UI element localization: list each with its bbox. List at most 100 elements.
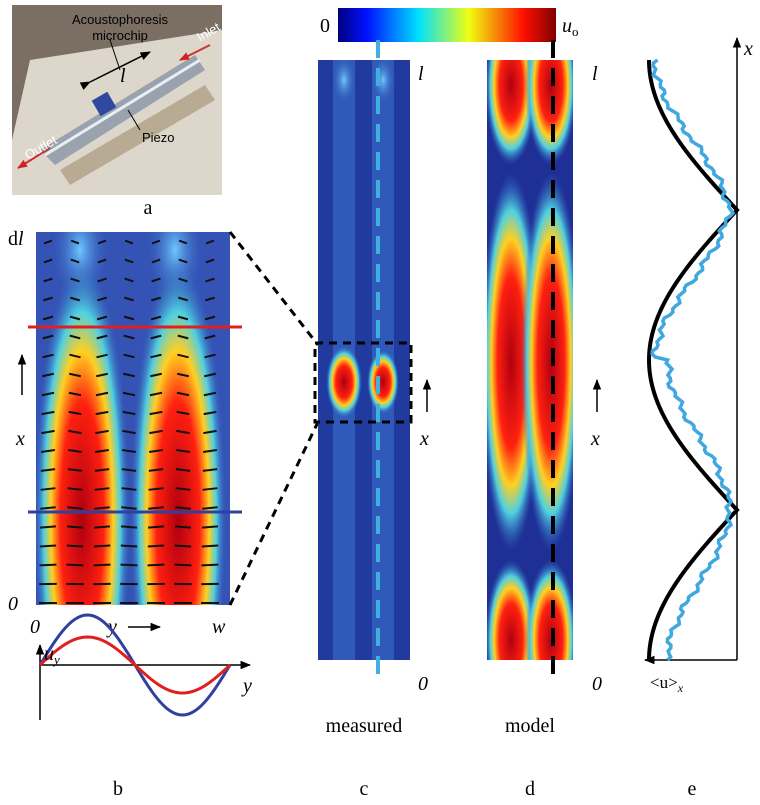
velocity-arrow — [177, 372, 189, 378]
velocity-arrow — [120, 544, 138, 548]
velocity-arrow — [67, 487, 83, 491]
velocity-arrow — [205, 239, 215, 245]
velocity-arrow — [123, 334, 135, 340]
velocity-arrow — [124, 258, 134, 264]
velocity-arrow — [177, 353, 189, 359]
velocity-arrow — [69, 315, 81, 321]
velocity-arrow — [42, 372, 54, 378]
velocity-arrow — [96, 315, 108, 321]
top-label: l — [418, 63, 424, 85]
velocity-arrow — [42, 315, 54, 321]
velocity-arrow — [149, 410, 163, 416]
subscript: o — [572, 24, 579, 39]
velocity-arrow — [40, 506, 56, 510]
velocity-arrow — [151, 277, 161, 283]
velocity-arrow — [178, 239, 188, 245]
velocity-arrow — [66, 544, 84, 548]
velocity-arrow — [66, 563, 84, 567]
velocity-arrow — [201, 544, 219, 548]
velocity-arrow — [174, 544, 192, 548]
velocity-arrow — [202, 468, 218, 472]
velocity-arrow — [68, 410, 82, 416]
velocity-arrow — [97, 296, 107, 302]
velocity-arrow — [123, 353, 135, 359]
subscript: x — [677, 681, 684, 695]
velocity-arrow — [95, 429, 109, 435]
velocity-arrow — [94, 468, 110, 472]
velocity-arrow — [42, 334, 54, 340]
velocity-arrow — [149, 391, 163, 397]
plot-y: uy — [44, 643, 60, 667]
velocity-arrow — [121, 468, 137, 472]
velocity-arrow — [176, 391, 190, 397]
velocity-arrow — [150, 372, 162, 378]
velocity-arrow — [205, 258, 215, 264]
l: l — [18, 228, 24, 250]
velocity-arrow — [151, 258, 161, 264]
velocity-arrow — [43, 239, 53, 245]
velocity-arrow — [204, 353, 216, 359]
panel-label: e — [688, 778, 697, 800]
panel-label: b — [113, 778, 123, 800]
subscript: y — [52, 652, 60, 667]
velocity-arrow — [69, 372, 81, 378]
velocity-arrow — [175, 487, 191, 491]
velocity-arrow — [201, 563, 219, 567]
velocity-arrow — [69, 353, 81, 359]
velocity-arrow — [43, 277, 53, 283]
velocity-arrow — [176, 410, 190, 416]
velocity-arrow — [40, 487, 56, 491]
velocity-arrow — [148, 468, 164, 472]
velocity-arrow — [175, 468, 191, 472]
velocity-arrow — [40, 468, 56, 472]
velocity-arrow — [97, 239, 107, 245]
symbol: u — [44, 643, 54, 665]
velocity-arrow — [93, 525, 111, 529]
y-end: w — [212, 616, 226, 638]
velocity-arrow — [121, 506, 137, 510]
velocity-arrow — [40, 449, 56, 453]
panel-label: c — [360, 778, 369, 800]
velocity-arrow — [96, 334, 108, 340]
velocity-arrow — [147, 563, 165, 567]
velocity-arrow — [121, 487, 137, 491]
velocity-arrow — [178, 258, 188, 264]
measured-curve — [650, 58, 736, 662]
velocity-arrow — [148, 487, 164, 491]
velocity-arrow — [151, 296, 161, 302]
velocity-arrow — [93, 563, 111, 567]
velocity-arrow — [204, 334, 216, 340]
velocity-arrow — [202, 449, 218, 453]
velocity-arrow — [39, 563, 57, 567]
velocity-arrow — [68, 391, 82, 397]
velocity-arrow — [148, 506, 164, 510]
velocity-arrow — [94, 506, 110, 510]
caption: measured — [326, 715, 403, 737]
velocity-arrow — [151, 239, 161, 245]
axis-label: x — [590, 428, 600, 450]
bottom-label: 0 — [8, 593, 18, 615]
zoom-lines — [228, 231, 320, 606]
velocity-arrow — [41, 391, 55, 397]
velocity-arrow — [96, 353, 108, 359]
velocity-arrow — [69, 334, 81, 340]
velocity-arrow — [41, 410, 55, 416]
velocity-arrow — [41, 429, 55, 435]
velocity-arrow — [39, 544, 57, 548]
velocity-arrow — [176, 429, 190, 435]
velocity-arrow — [150, 334, 162, 340]
velocity-arrow — [124, 296, 134, 302]
velocity-arrow — [93, 544, 111, 548]
colorbar — [338, 8, 556, 42]
velocity-arrow — [178, 296, 188, 302]
velocity-arrow — [67, 506, 83, 510]
velocity-arrow — [42, 353, 54, 359]
velocity-arrow — [97, 258, 107, 264]
velocity-arrow — [202, 506, 218, 510]
velocity-arrow — [123, 315, 135, 321]
velocity-arrow — [205, 296, 215, 302]
caption: model — [505, 715, 555, 737]
velocity-arrow — [124, 239, 134, 245]
length-label: l — [120, 65, 126, 87]
